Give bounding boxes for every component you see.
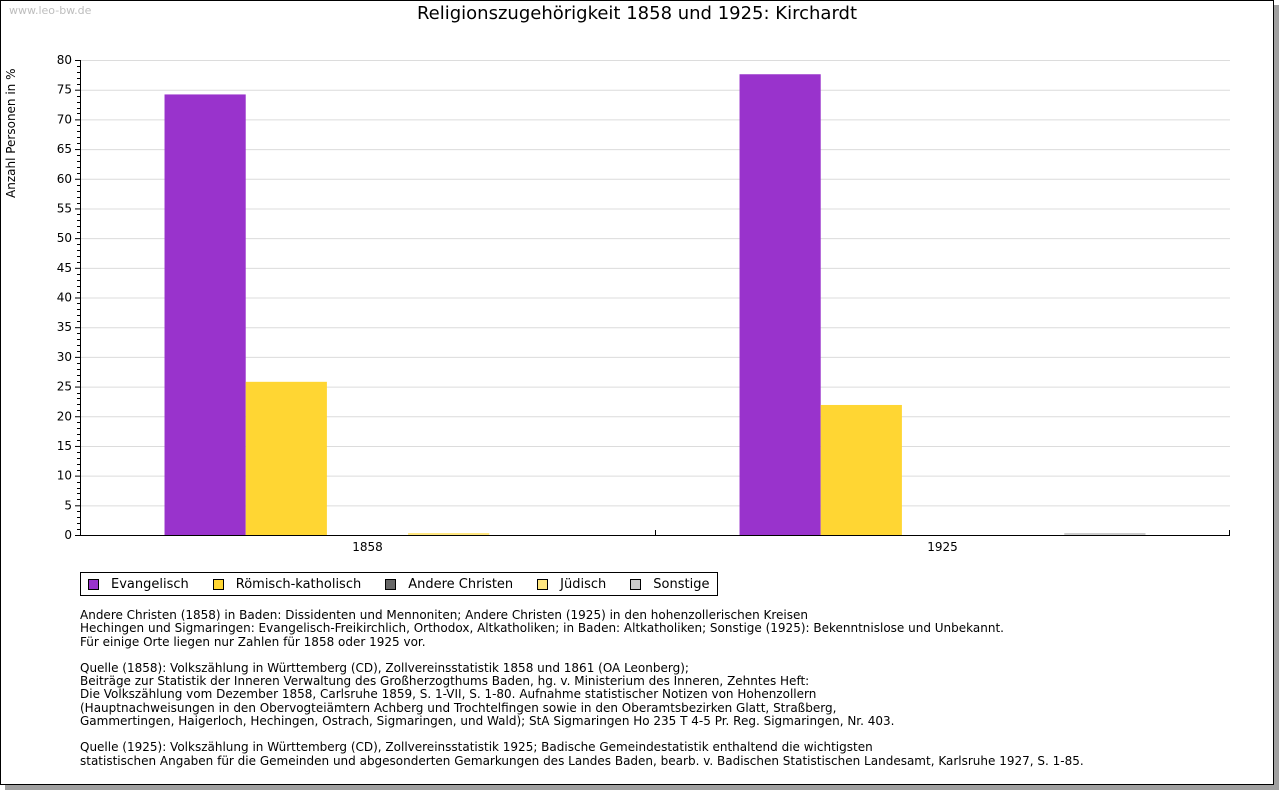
y-tick-label: 50 <box>57 231 72 245</box>
y-tick-label: 30 <box>57 350 72 364</box>
y-tick-label: 80 <box>57 53 72 67</box>
x-tick-labels: 1858 1925 <box>352 540 958 554</box>
footnote-line: statistischen Angaben für die Gemeinden … <box>80 753 1084 768</box>
legend-label: Andere Christen <box>408 576 514 592</box>
y-tick-label: 40 <box>57 291 72 305</box>
y-tick-label: 55 <box>57 201 72 215</box>
bar-evangelisch-1858 <box>164 94 246 535</box>
bar-r-misch-katholisch-1858 <box>245 381 327 535</box>
legend: Evangelisch Römisch-katholisch Andere Chri… <box>80 572 719 596</box>
footnote-paragraph: Andere Christen (1858) in Baden: Disside… <box>80 608 1084 649</box>
footnote-line: Für einige Orte liegen nur Zahlen für 18… <box>80 634 426 649</box>
legend-item: Jüdisch <box>537 577 606 592</box>
chart-title: Religionszugehörigkeit 1858 und 1925: Ki… <box>416 3 858 24</box>
footnote-line: Gammertingen, Haigerloch, Hechingen, Ost… <box>80 714 895 729</box>
bar-r-misch-katholisch-1925 <box>820 404 902 535</box>
plot-area: 0 5 10 15 20 25 30 35 40 45 50 55 60 65 70 75 80 1858 192… <box>57 53 1230 554</box>
y-tick-label: 25 <box>57 380 72 394</box>
y-tick-label: 45 <box>57 261 72 275</box>
legend-label: Römisch-katholisch <box>235 576 362 592</box>
y-tick-labels: 0 5 10 15 20 25 30 35 40 45 50 55 60 65 70 75 80 <box>57 53 72 542</box>
legend-item: Evangelisch <box>88 577 189 592</box>
footnotes: Andere Christen (1858) in Baden: Disside… <box>80 608 1084 781</box>
footnote-line: Quelle (1925): Volkszählung in Württembe… <box>80 740 873 755</box>
watermark: www.leo-bw.de <box>9 4 92 17</box>
bar-sonstige-1925 <box>1064 533 1146 535</box>
y-tick-label: 15 <box>57 439 72 453</box>
legend-swatch <box>88 578 99 590</box>
footnote-line: Quelle (1858): Volkszählung in Württembe… <box>80 660 689 675</box>
y-tick-label: 75 <box>57 83 72 97</box>
legend-swatch <box>537 578 549 590</box>
footnote-paragraph: Quelle (1925): Volkszählung in Württembe… <box>80 741 1084 768</box>
axes <box>75 60 1230 536</box>
y-tick-label: 35 <box>57 320 72 334</box>
y-tick-label: 60 <box>57 172 72 186</box>
legend-label: Jüdisch <box>560 576 607 592</box>
legend-label: Sonstige <box>653 576 710 592</box>
legend-item: Römisch-katholisch <box>212 576 362 592</box>
y-tick-label: 5 <box>64 498 72 512</box>
y-tick-label: 20 <box>57 409 72 423</box>
footnote-line: Hechingen und Sigmaringen: Evangelisch-F… <box>80 621 1004 636</box>
y-tick-label: 70 <box>57 112 72 126</box>
y-tick-label: 10 <box>57 469 72 483</box>
bars <box>164 74 1146 535</box>
legend-item: Sonstige <box>630 577 709 592</box>
legend-swatch <box>385 578 397 590</box>
legend-item: Andere Christen <box>385 577 513 592</box>
legend-swatch <box>212 578 224 590</box>
legend-label: Evangelisch <box>111 576 189 592</box>
y-tick-label: 65 <box>57 142 72 156</box>
footnote-line: Beiträge zur Statistik der Inneren Verwa… <box>80 674 810 689</box>
legend-swatch <box>630 578 642 590</box>
y-tick-label: 0 <box>64 528 72 542</box>
x-tick-label: 1858 <box>352 540 383 554</box>
footnote-line: Die Volkszählung vom Dezember 1858, Carl… <box>80 687 817 702</box>
footnote-line: (Hauptnachweisungen in den Obervogteiämt… <box>80 700 837 715</box>
footnote-line: Andere Christen (1858) in Baden: Disside… <box>80 608 808 622</box>
bar-evangelisch-1925 <box>739 74 821 535</box>
bar-j-disch-1858 <box>408 533 490 535</box>
x-tick-label: 1925 <box>927 540 958 554</box>
footnote-paragraph: Quelle (1858): Volkszählung in Württembe… <box>80 660 1084 729</box>
